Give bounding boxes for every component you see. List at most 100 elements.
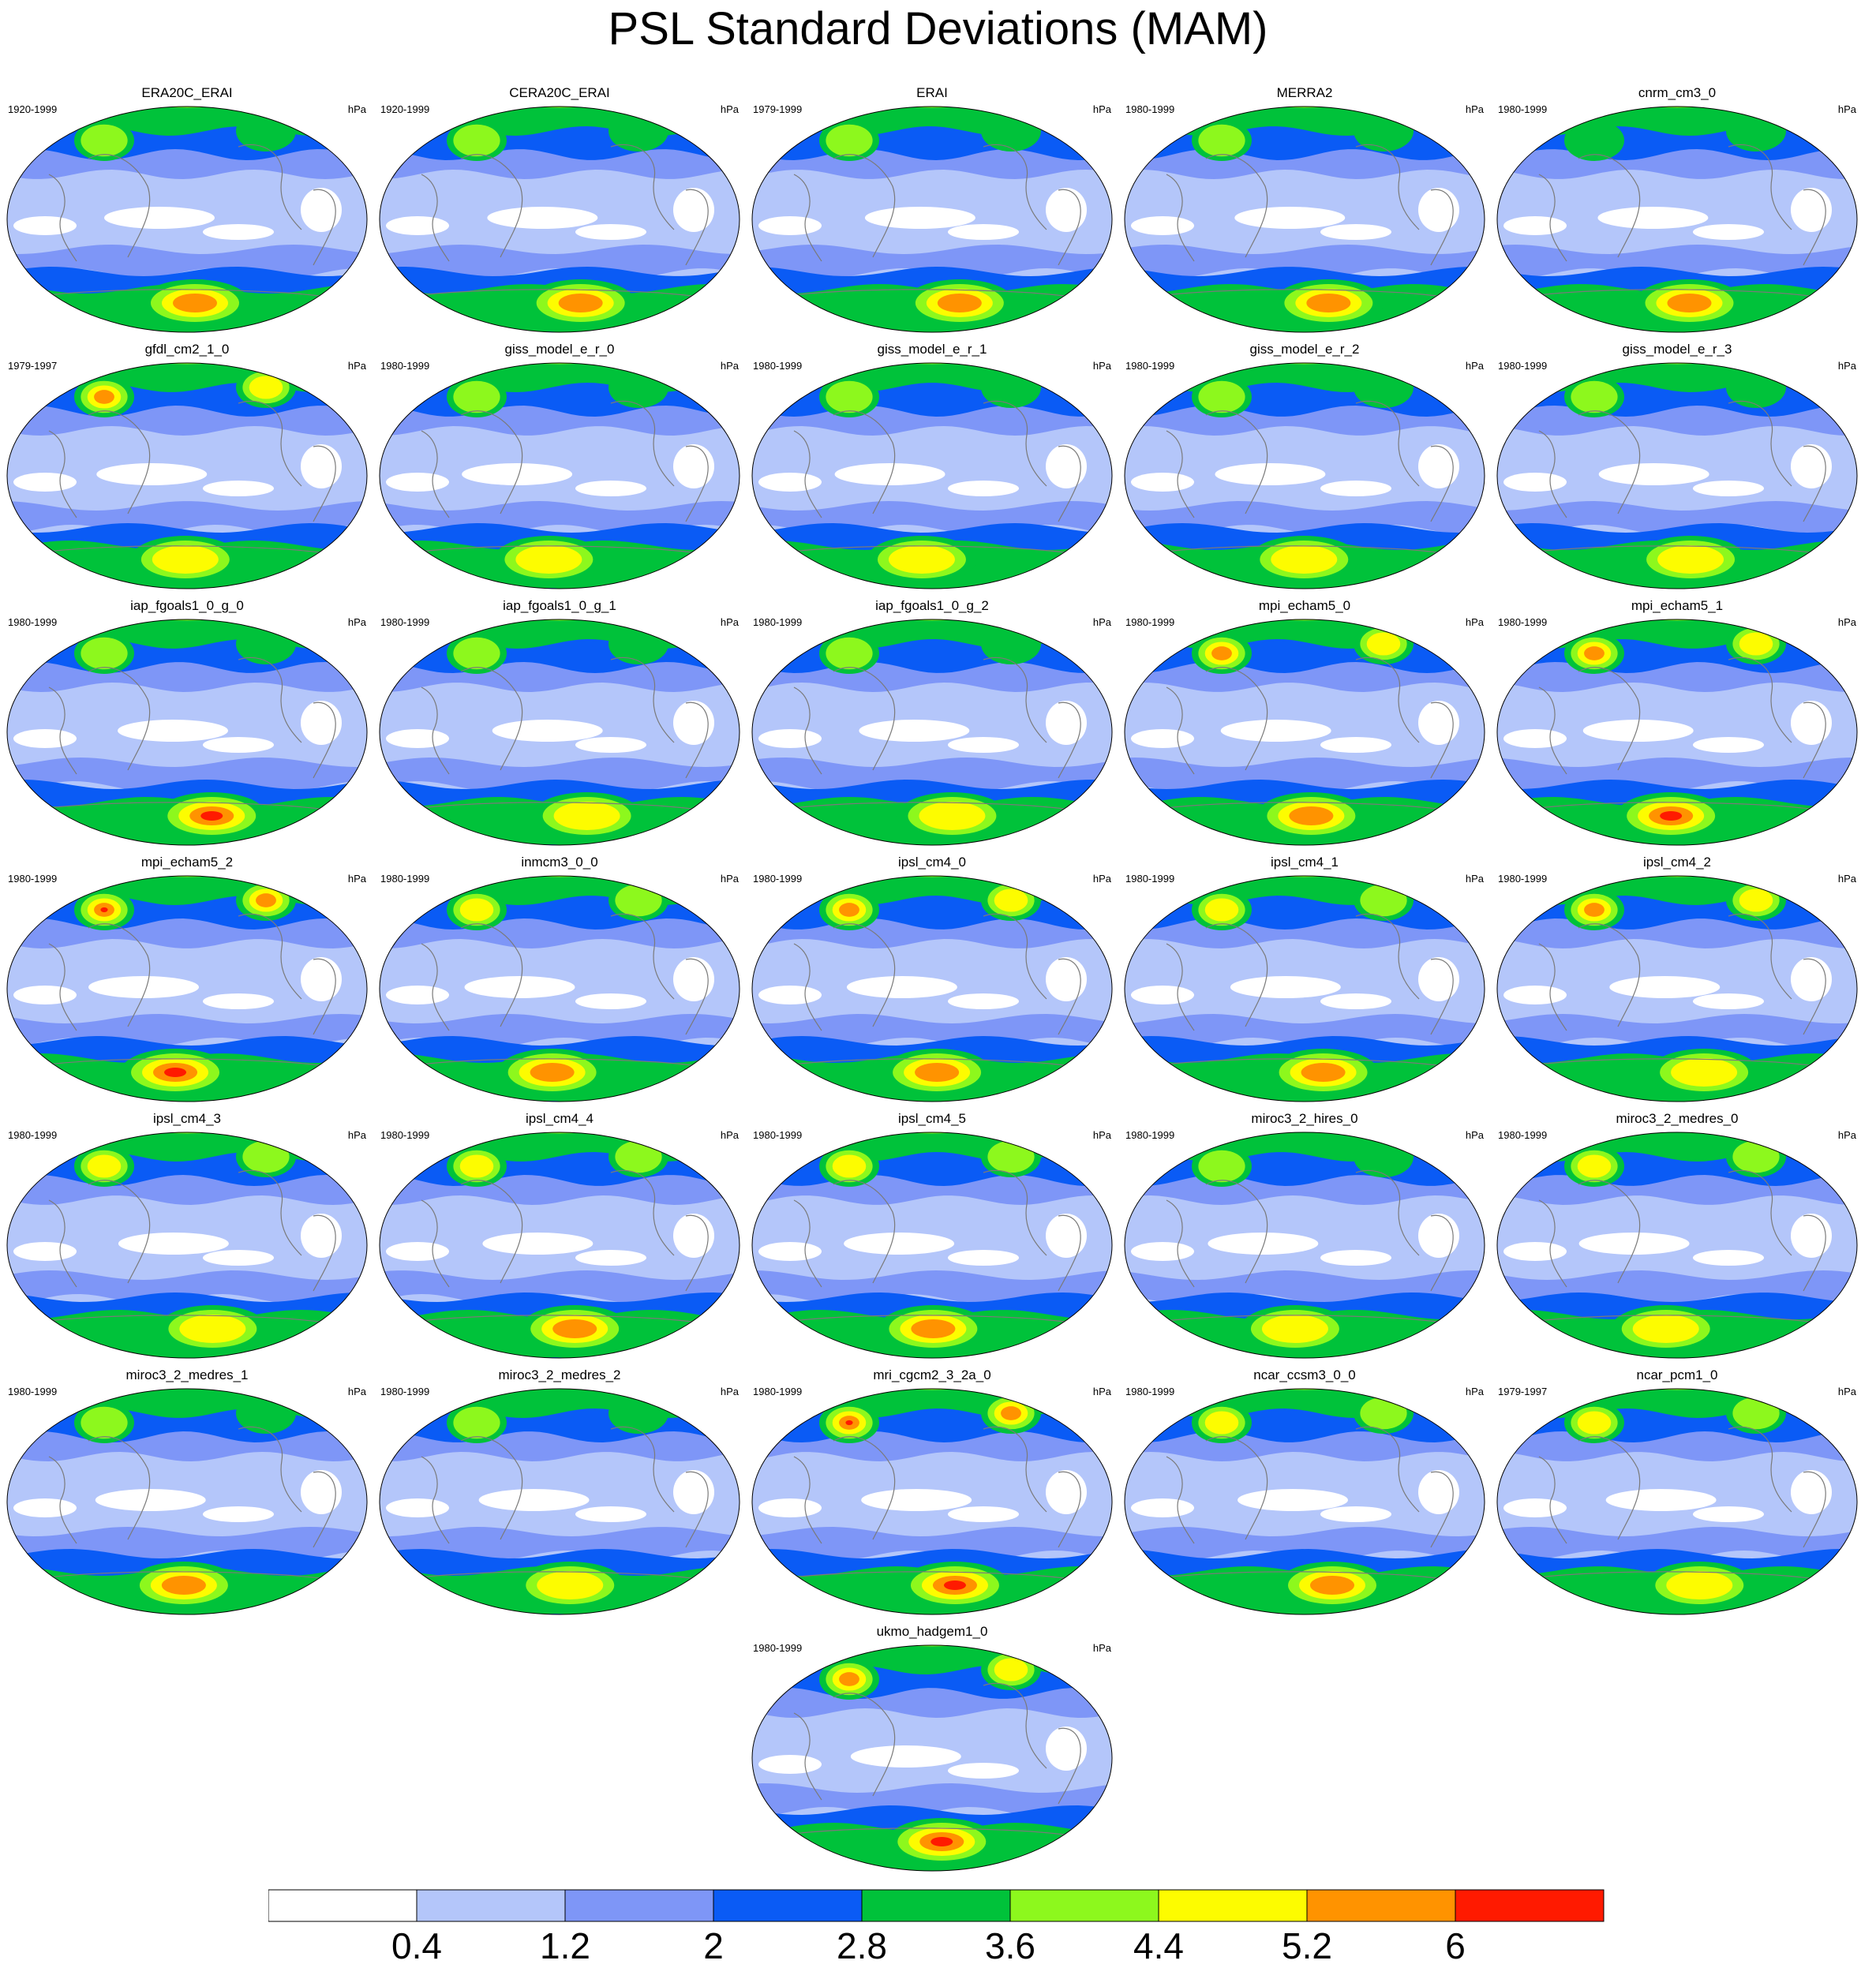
contour-fill-nh-pole: [897, 99, 968, 105]
contour-fill-sh-centre: [943, 1581, 966, 1590]
map-panel: giss_model_e_r_3 1980-1999 hPa: [1492, 342, 1863, 594]
contour-fill-sh-centre: [164, 1068, 187, 1077]
map-panel: ERA20C_ERAI 1920-1999 hPa: [2, 85, 373, 338]
map-panel: giss_model_e_r_0 1980-1999 hPa: [374, 342, 745, 594]
contour-fill-nh-centre: [1739, 632, 1773, 656]
map-panel: iap_fgoals1_0_g_1 1980-1999 hPa: [374, 598, 745, 851]
contour-fill-nh-centre: [826, 637, 873, 670]
contour-fill-nh-centre: [81, 637, 128, 670]
coastline: [685, 701, 709, 779]
map-outline: [6, 106, 368, 333]
map-outline: [1124, 362, 1485, 589]
map-outline: [1124, 1388, 1485, 1615]
contour-fill-nh-pole: [1269, 869, 1340, 874]
contour-fill-nh-pole: [861, 1389, 1003, 1393]
map-plot: [379, 1125, 740, 1359]
contour-fill-white-patch: [1791, 188, 1832, 232]
coastline: [421, 1456, 450, 1544]
contour-fill-nh-pole: [1606, 619, 1748, 623]
contour-fill-white-patch: [203, 1506, 274, 1522]
panel-title: ipsl_cm4_4: [526, 1111, 594, 1126]
coastline: [1166, 943, 1195, 1031]
contour-fill-white-patch: [758, 729, 822, 748]
coastline: [313, 189, 336, 266]
contour-fill-sh-midlat: [1125, 245, 1485, 278]
contour-fill-white-patch: [386, 1498, 449, 1517]
map-plot: [751, 362, 1113, 589]
map-plot: [6, 1388, 368, 1615]
map-plot: [1496, 875, 1858, 1102]
coastline: [1430, 701, 1454, 779]
map-plot: [6, 362, 368, 589]
map-outline: [1496, 106, 1858, 333]
coastline: [238, 913, 302, 1000]
coastline: [48, 943, 77, 1031]
panel-title: ERA20C_ERAI: [141, 85, 233, 100]
contour-fill-white-patch: [673, 957, 714, 1001]
contour-fill-white-patch: [13, 1498, 77, 1517]
panel-years: 1980-1999: [380, 1129, 430, 1141]
contour-fill-nh-centre: [615, 884, 662, 917]
contour-fill-sh-centre: [173, 294, 217, 312]
panel-units: hPa: [1837, 1129, 1856, 1141]
coastline: [421, 686, 450, 775]
panel-title: giss_model_e_r_0: [504, 342, 615, 357]
contour-fill-nh-centre: [1584, 903, 1605, 917]
panel-years: 1980-1999: [380, 616, 430, 628]
map-panel: miroc3_2_medres_2 1980-1999 hPa: [374, 1367, 745, 1620]
panel-title: CERA20C_ERAI: [509, 85, 610, 100]
coastline: [88, 667, 151, 771]
coastline: [983, 1426, 1047, 1513]
map-plot: [751, 875, 1113, 1102]
colorbar-tick-label: 6: [1445, 1925, 1466, 1964]
contour-fill-nh-centre: [453, 380, 500, 413]
contour-fill-sh-centre: [1271, 545, 1338, 574]
coastline: [685, 958, 709, 1035]
contour-fill-nh-pole: [542, 1125, 578, 1128]
contour-fill-nh-centre: [249, 376, 283, 399]
contour-fill-white-patch: [1046, 444, 1087, 488]
coastline: [1355, 913, 1420, 1000]
colorbar-segment: [268, 1889, 418, 1922]
coastline: [313, 1471, 336, 1548]
contour-fill-white-patch: [13, 216, 77, 235]
contour-fill-nh-polar: [1497, 1132, 1857, 1162]
contour-fill-nh-centre: [100, 907, 108, 913]
contour-fill-nh-centre: [1577, 1411, 1612, 1435]
map-panel: iap_fgoals1_0_g_0 1980-1999 hPa: [2, 598, 373, 851]
coastline: [793, 1199, 822, 1288]
contour-fill-nh-centre: [832, 1154, 867, 1178]
panel-units: hPa: [1092, 103, 1111, 115]
coastline: [421, 430, 450, 518]
map-outline: [751, 362, 1113, 589]
map-plot: [751, 1132, 1113, 1359]
contour-fill-white-patch: [1609, 976, 1721, 998]
map-plot: [379, 362, 740, 589]
contour-fill-white-patch: [1791, 957, 1832, 1001]
contour-fill-nh-centre: [1198, 1150, 1245, 1183]
contour-fill-nh-pole: [1287, 612, 1323, 615]
coastline: [610, 144, 675, 230]
contour-fill-white-patch: [1046, 1470, 1087, 1514]
contour-fill-nh-pole: [1642, 99, 1713, 105]
panel-units: hPa: [720, 103, 739, 115]
contour-fill-nh-pole: [1287, 869, 1323, 872]
map-outline: [1496, 362, 1858, 589]
coastline: [610, 1426, 675, 1513]
contour-fill-white-patch: [203, 737, 274, 753]
panel-title: mpi_echam5_1: [1631, 598, 1724, 613]
contour-fill-white-patch: [1598, 463, 1709, 485]
contour-fill-sh-centre: [1666, 1571, 1733, 1599]
contour-fill-nh-centre: [453, 637, 500, 670]
coastline: [793, 943, 822, 1031]
map-outline: [1124, 106, 1485, 333]
contour-fill-white-patch: [386, 1242, 449, 1261]
page-title: PSL Standard Deviations (MAM): [608, 3, 1268, 54]
contour-fill-nh-pole: [116, 363, 258, 367]
contour-fill-white-patch: [464, 976, 575, 998]
panel-units: hPa: [347, 1386, 366, 1397]
panel-title: mri_cgcm2_3_2a_0: [873, 1367, 991, 1382]
contour-fill-white-patch: [1131, 986, 1194, 1004]
panel-title: iap_fgoals1_0_g_1: [503, 598, 616, 613]
coastline: [1803, 958, 1826, 1035]
